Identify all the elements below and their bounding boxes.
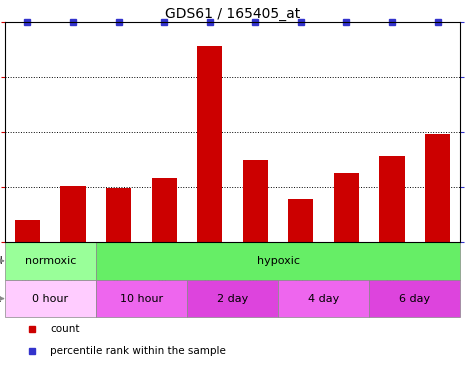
Text: 2 day: 2 day (217, 294, 248, 303)
Text: GSM1226: GSM1226 (342, 244, 351, 288)
Text: percentile rank within the sample: percentile rank within the sample (50, 346, 226, 356)
Text: hypoxic: hypoxic (257, 256, 299, 266)
Bar (106, 188, 131, 242)
Bar (334, 173, 359, 242)
Bar (5, 280, 96, 317)
Text: 0 hour: 0 hour (32, 294, 68, 303)
Bar (60, 186, 86, 242)
Text: GSM1228: GSM1228 (23, 244, 32, 288)
Text: GSM4179: GSM4179 (387, 244, 397, 288)
Bar (96, 280, 187, 317)
Text: GSM4176: GSM4176 (251, 244, 260, 288)
Text: 6 day: 6 day (399, 294, 430, 303)
Title: GDS61 / 165405_at: GDS61 / 165405_at (165, 7, 300, 21)
Bar (96, 242, 460, 280)
Bar (379, 156, 405, 242)
Text: normoxic: normoxic (25, 256, 76, 266)
Text: time: time (0, 294, 2, 303)
Bar (197, 46, 222, 242)
Bar (425, 134, 450, 242)
Bar (5, 242, 96, 280)
Text: GSM1220: GSM1220 (159, 244, 169, 288)
Text: GSM1217: GSM1217 (114, 244, 123, 288)
Text: GSM4182: GSM4182 (433, 244, 442, 288)
Bar (288, 199, 313, 242)
Bar (369, 280, 460, 317)
Text: count: count (50, 324, 80, 334)
Text: 4 day: 4 day (308, 294, 339, 303)
Bar (278, 280, 369, 317)
Bar (15, 220, 40, 242)
Text: GSM1223: GSM1223 (296, 244, 306, 288)
Text: GSM1231: GSM1231 (68, 244, 78, 288)
Bar (152, 178, 177, 242)
Text: GSM4173: GSM4173 (205, 244, 214, 288)
Bar (187, 280, 278, 317)
Text: protocol: protocol (0, 256, 2, 266)
Bar (243, 161, 268, 242)
Text: 10 hour: 10 hour (120, 294, 163, 303)
